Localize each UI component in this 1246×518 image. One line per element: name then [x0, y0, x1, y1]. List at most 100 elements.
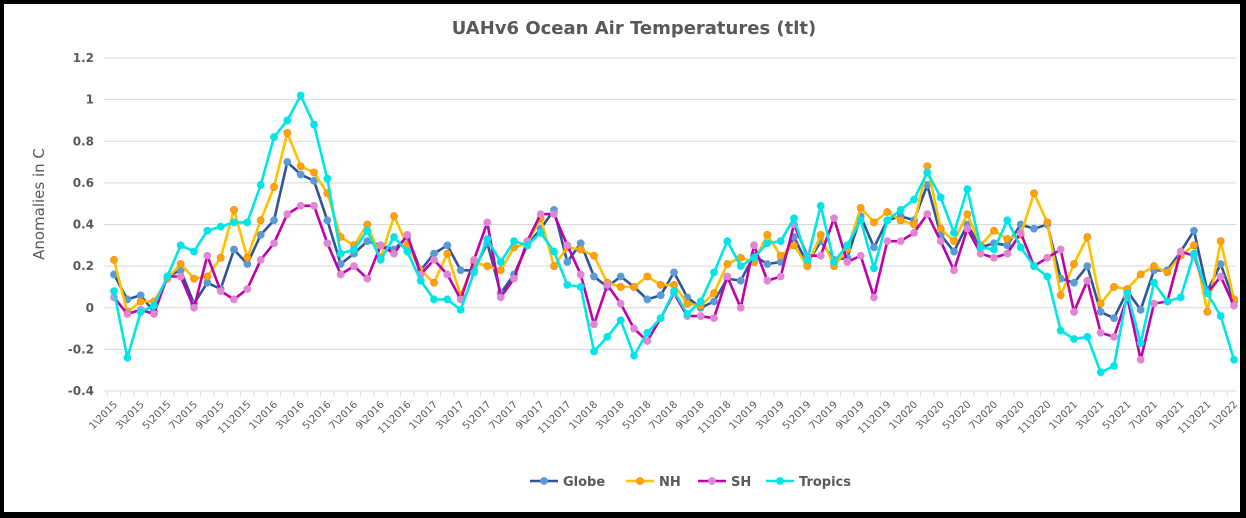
data-point [1083, 233, 1092, 241]
data-point [483, 262, 492, 271]
x-tick-label: 7\2016 [327, 399, 360, 432]
data-point [456, 266, 465, 275]
data-point [1070, 308, 1078, 316]
data-point [910, 195, 918, 204]
y-tick-label: 0.8 [73, 134, 94, 148]
data-point [656, 314, 665, 323]
data-point [710, 297, 718, 306]
legend: Globe NH SH Tropics [530, 475, 851, 490]
data-point [1123, 289, 1132, 298]
data-point [816, 231, 825, 239]
data-point [830, 258, 838, 266]
data-point [1043, 272, 1052, 281]
x-tick-label: 1\2020 [887, 399, 920, 432]
data-point [1203, 308, 1212, 316]
data-point [256, 231, 265, 239]
data-point [510, 274, 518, 283]
data-point [1163, 268, 1172, 277]
x-tick-label: 1\2018 [567, 399, 600, 432]
data-point [723, 272, 732, 281]
data-point [283, 116, 292, 125]
data-point [216, 287, 225, 295]
data-point [950, 228, 958, 237]
data-point [683, 299, 692, 308]
data-point [310, 201, 318, 210]
data-point [403, 231, 412, 239]
data-point [283, 129, 292, 137]
data-point [630, 351, 638, 360]
data-point [590, 320, 598, 329]
data-point [363, 226, 372, 235]
data-point [1056, 245, 1065, 254]
data-point [563, 258, 572, 266]
data-point [443, 241, 452, 250]
data-point [910, 228, 918, 237]
data-point [1203, 289, 1212, 298]
data-point [563, 241, 572, 250]
x-tick-label: 5\2020 [941, 399, 974, 432]
y-tick-label: 0.4 [73, 218, 94, 232]
y-axis-label: Anomalies in C [30, 148, 48, 260]
data-point [776, 272, 785, 281]
data-point [856, 203, 865, 212]
data-point [683, 310, 692, 318]
data-point [310, 176, 318, 185]
data-point [176, 241, 185, 250]
x-tick-label: 1\2017 [407, 399, 440, 432]
data-point [296, 201, 305, 210]
data-point [203, 251, 212, 260]
x-tick-label: 3\2020 [914, 399, 947, 432]
data-point [630, 324, 638, 333]
data-point [443, 270, 452, 279]
data-point [350, 262, 358, 271]
data-point [123, 310, 132, 318]
y-tick-label: 1 [86, 93, 94, 107]
data-point [723, 260, 732, 268]
data-point [883, 208, 892, 216]
data-point [216, 253, 225, 262]
data-point [536, 210, 545, 218]
data-point [296, 170, 305, 179]
data-point [443, 295, 452, 304]
data-point [216, 222, 225, 231]
data-point [323, 216, 332, 225]
data-point [496, 258, 505, 266]
data-point [1030, 224, 1038, 233]
data-point [1150, 278, 1158, 287]
data-point [816, 251, 825, 260]
x-tick-label: 5\2017 [461, 399, 494, 432]
chart-frame: UAHv6 Ocean Air Temperatures (tlt) Anoma… [4, 4, 1240, 512]
data-point [790, 241, 798, 250]
data-point [1043, 253, 1052, 262]
data-point [936, 224, 945, 233]
data-point [1230, 301, 1238, 310]
data-point [1136, 270, 1145, 279]
data-point [643, 295, 652, 304]
data-point [1150, 262, 1158, 271]
data-point [350, 245, 358, 254]
data-point [656, 291, 665, 300]
x-tick-label: 7\2021 [1127, 399, 1160, 432]
data-point [243, 218, 252, 227]
data-point [616, 316, 625, 325]
data-point [1136, 355, 1145, 364]
data-point [1163, 297, 1172, 306]
data-point [630, 283, 638, 291]
data-point [763, 260, 772, 268]
data-point [1003, 235, 1012, 243]
data-point [696, 312, 705, 320]
data-point [790, 214, 798, 223]
data-point [390, 249, 398, 258]
data-point [150, 310, 158, 318]
data-point [176, 260, 185, 268]
data-point [1056, 291, 1065, 300]
data-point [936, 193, 945, 202]
data-point [496, 293, 505, 302]
line-chart: UAHv6 Ocean Air Temperatures (tlt) Anoma… [30, 18, 1240, 490]
data-point [776, 237, 785, 246]
data-point [1083, 276, 1092, 285]
data-point [123, 353, 132, 362]
data-point [856, 216, 865, 225]
x-tick-label: 5\2021 [1101, 399, 1134, 432]
x-tick-label: 5\2016 [301, 399, 334, 432]
